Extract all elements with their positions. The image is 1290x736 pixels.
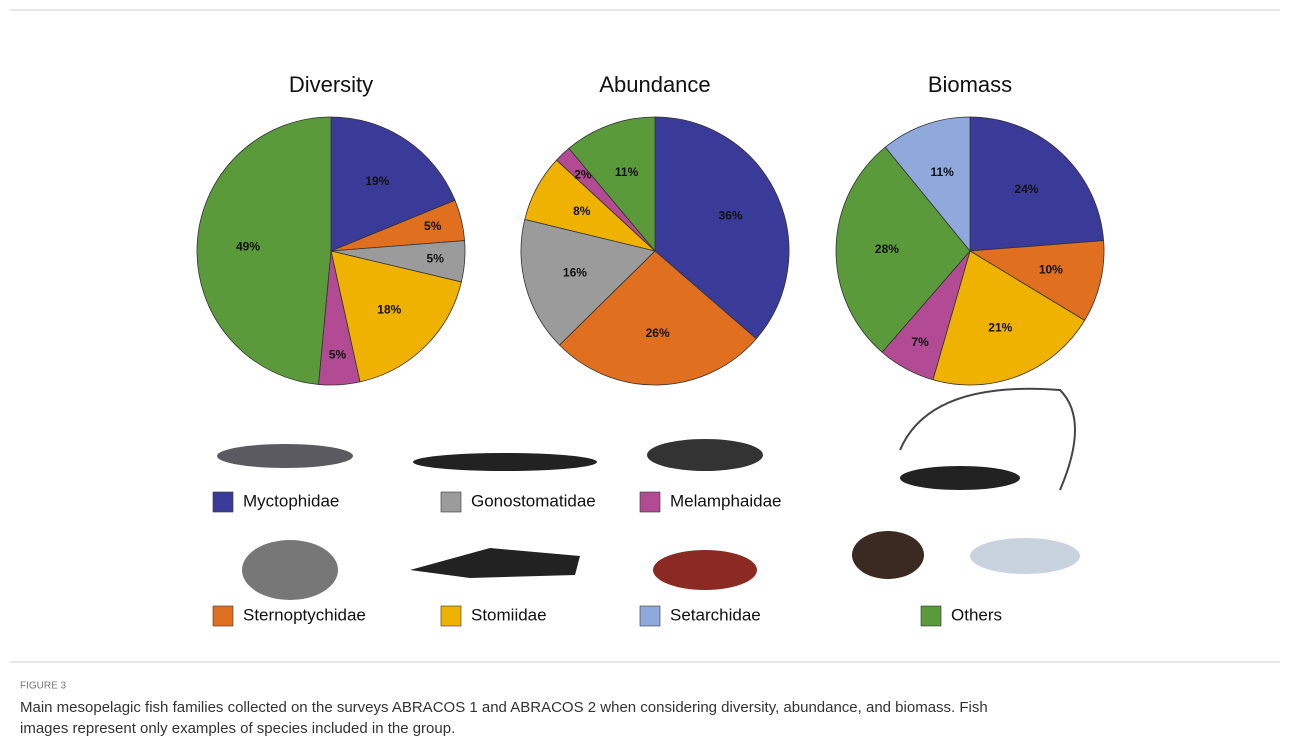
slice-label: 36% bbox=[719, 209, 743, 223]
slice-label: 21% bbox=[988, 321, 1012, 335]
legend-swatch bbox=[441, 492, 461, 512]
legend-swatch bbox=[921, 606, 941, 626]
legend-label: Gonostomatidae bbox=[471, 491, 596, 510]
legend-swatch bbox=[213, 492, 233, 512]
caption-line: images represent only examples of specie… bbox=[20, 720, 455, 736]
figure: FIGURE 3 Main mesopelagic fish families … bbox=[0, 0, 1290, 736]
legend-label: Setarchidae bbox=[670, 605, 761, 624]
slice-label: 11% bbox=[615, 165, 639, 179]
slice-label: 10% bbox=[1039, 262, 1063, 276]
slice-label: 16% bbox=[563, 265, 587, 279]
legend-label: Others bbox=[951, 605, 1002, 624]
chart-title: Biomass bbox=[928, 72, 1012, 97]
legend-swatch bbox=[441, 606, 461, 626]
figure-label: FIGURE 3 bbox=[20, 681, 67, 692]
slice-label: 24% bbox=[1014, 182, 1038, 196]
legend-swatch bbox=[213, 606, 233, 626]
chart-title: Abundance bbox=[599, 72, 710, 97]
slice-label: 7% bbox=[911, 335, 929, 349]
legend-label: Stomiidae bbox=[471, 605, 547, 624]
slice-label: 11% bbox=[930, 165, 954, 179]
slice-label: 5% bbox=[329, 347, 347, 361]
legend-swatch bbox=[640, 492, 660, 512]
legend-label: Sternoptychidae bbox=[243, 605, 366, 624]
legend-swatch bbox=[640, 606, 660, 626]
pie-slice bbox=[197, 117, 331, 384]
slice-label: 18% bbox=[377, 302, 401, 316]
slice-label: 8% bbox=[573, 204, 591, 218]
slice-label: 26% bbox=[646, 326, 670, 340]
page: FIGURE 3 Main mesopelagic fish families … bbox=[0, 0, 1290, 736]
legend-label: Melamphaidae bbox=[670, 491, 782, 510]
slice-label: 19% bbox=[365, 174, 389, 188]
caption-line: Main mesopelagic fish families collected… bbox=[20, 699, 988, 716]
slice-label: 5% bbox=[427, 251, 445, 265]
slice-label: 28% bbox=[875, 242, 899, 256]
slice-label: 5% bbox=[424, 219, 442, 233]
legend-label: Myctophidae bbox=[243, 491, 339, 510]
slice-label: 49% bbox=[236, 239, 260, 253]
chart-title: Diversity bbox=[289, 72, 373, 97]
